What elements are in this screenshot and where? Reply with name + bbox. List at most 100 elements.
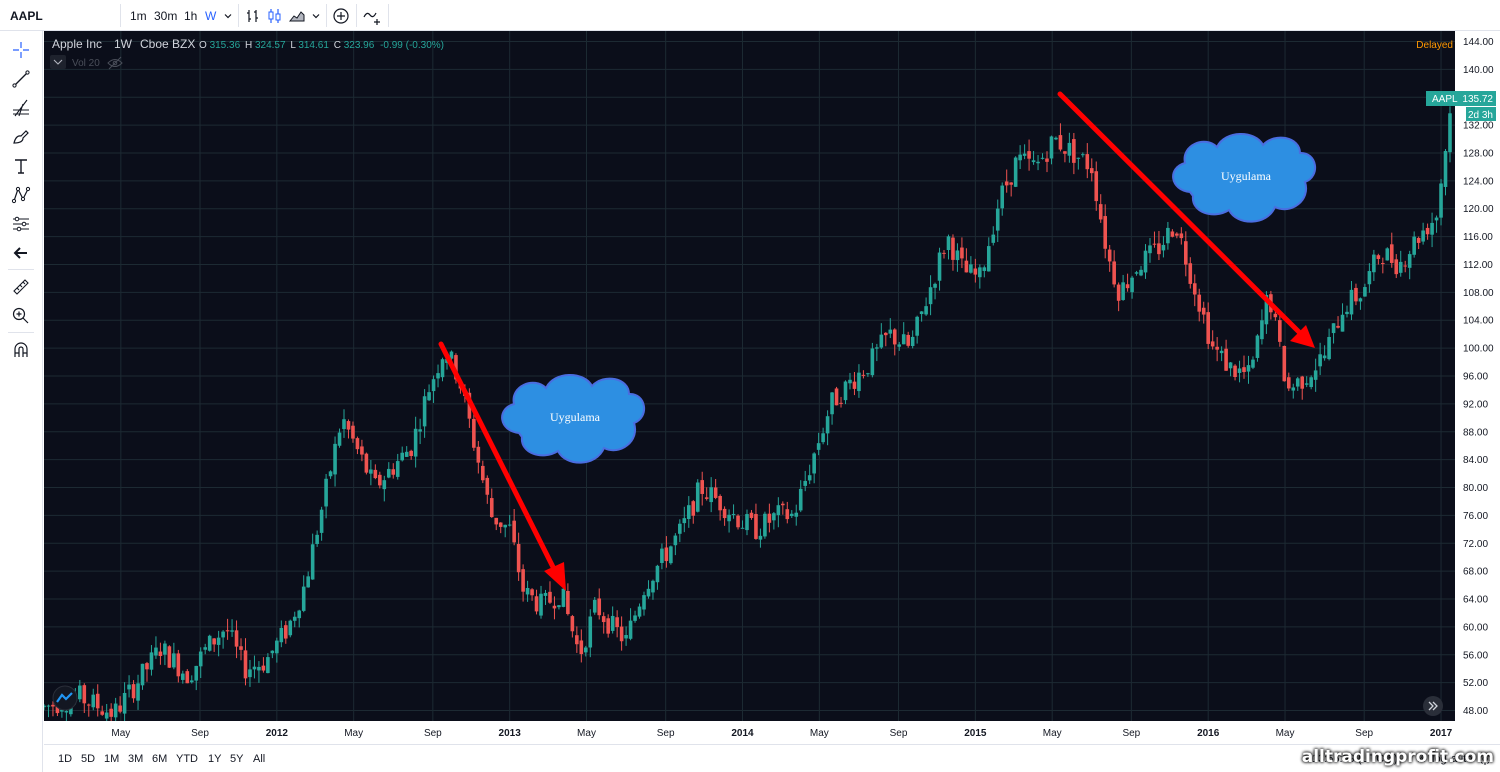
interval-label: 1m	[130, 8, 147, 23]
compare-button[interactable]	[362, 0, 384, 31]
candle	[100, 705, 105, 716]
chevron-down-icon	[53, 59, 63, 65]
candle	[221, 630, 225, 649]
candle	[610, 606, 615, 634]
range-3m[interactable]: 3M	[128, 753, 144, 765]
back-button[interactable]	[8, 240, 34, 266]
arrow-line	[1057, 91, 1303, 336]
measure-tool[interactable]	[8, 274, 34, 300]
time-tick-label: May	[1276, 728, 1295, 739]
candle	[566, 583, 570, 616]
clock[interactable]: 13:56:59 (UTC-5)	[1312, 753, 1398, 765]
candle	[1036, 155, 1040, 171]
candle	[1058, 123, 1063, 152]
candle	[628, 608, 633, 641]
cloud-callout-1[interactable]: Uygulama	[501, 374, 645, 464]
tradingview-logo-button[interactable]	[52, 685, 78, 711]
interval-1h[interactable]: 1h	[184, 0, 197, 31]
candle	[969, 256, 973, 274]
crosshair-tool[interactable]	[8, 37, 34, 63]
symbol-search[interactable]: AAPL	[10, 0, 110, 31]
range-5y[interactable]: 5Y	[230, 753, 244, 765]
pattern-tool[interactable]	[8, 182, 34, 208]
candle	[740, 520, 745, 529]
candle	[400, 446, 405, 462]
candle	[736, 514, 740, 530]
range-5d[interactable]: 5D	[81, 753, 96, 765]
candle	[310, 533, 315, 580]
trend-line-tool[interactable]	[8, 66, 34, 92]
interval-1m[interactable]: 1m	[130, 0, 147, 31]
candle	[664, 536, 669, 568]
candle	[140, 663, 145, 690]
candle	[646, 580, 651, 599]
candle	[597, 588, 602, 620]
candle	[167, 645, 172, 668]
candle	[919, 311, 924, 322]
bars-style-button[interactable]	[244, 0, 262, 31]
candle	[136, 674, 140, 710]
candle	[1421, 222, 1425, 245]
candle	[1300, 375, 1305, 400]
range-6m[interactable]: 6M	[152, 753, 168, 765]
range-all[interactable]: All	[253, 753, 266, 765]
brush-tool[interactable]	[8, 124, 34, 150]
double-chevron-right-icon	[1428, 701, 1438, 711]
candle	[1067, 132, 1072, 163]
candle	[1125, 273, 1130, 292]
area-style-button[interactable]	[288, 0, 306, 31]
candle	[772, 511, 776, 530]
range-1m[interactable]: 1M	[104, 753, 120, 765]
candle	[1103, 204, 1108, 259]
time-axis[interactable]: May Sep 2012 May Sep 2013 May Sep 2014 May Sep 2015…	[44, 721, 1500, 744]
range-ytd[interactable]: YTD	[176, 753, 198, 765]
candle	[1278, 314, 1282, 347]
candle	[481, 460, 485, 484]
downtrend-arrow-2[interactable]	[1057, 91, 1315, 348]
price-tick-label: 96.00	[1463, 372, 1488, 383]
downtrend-arrow-1[interactable]	[438, 341, 566, 591]
price-tick-label: 84.00	[1463, 455, 1488, 466]
cloud-shape	[501, 374, 645, 464]
indicators-button[interactable]	[332, 0, 350, 31]
candle	[978, 264, 982, 289]
candle	[413, 416, 418, 468]
scale-percent[interactable]: %	[1416, 753, 1426, 765]
cloud-callout-2[interactable]: Uygulama	[1172, 133, 1316, 223]
ruler-icon	[13, 279, 29, 295]
candle	[1049, 135, 1054, 165]
collapse-legend-button[interactable]	[50, 55, 66, 69]
scale-log[interactable]: log	[1432, 753, 1447, 765]
svg-text:Apple Inc 1W C: Apple Inc 1W Cboe BZX	[52, 37, 195, 51]
candle	[364, 452, 369, 475]
candle	[189, 675, 194, 684]
candles-style-button[interactable]	[266, 0, 284, 31]
candle	[516, 532, 521, 581]
candle	[1407, 250, 1412, 280]
candle	[1318, 342, 1322, 376]
price-axis[interactable]: 48.00 52.00 56.00 60.00 64.00 68.00 72.00 76.00…	[1455, 31, 1500, 744]
candle	[879, 323, 884, 350]
interval-w[interactable]: W	[205, 0, 216, 31]
zoom-tool[interactable]	[8, 303, 34, 329]
candle	[1376, 253, 1381, 265]
scale-auto[interactable]: auto	[1451, 753, 1473, 765]
magnet-tool[interactable]	[8, 337, 34, 363]
scroll-to-realtime-button[interactable]	[1423, 696, 1443, 716]
svg-text:O 315.36 H: O 315.36 H 324.57 L 314.61 C 323.96 -0.9…	[199, 40, 444, 51]
text-tool[interactable]	[8, 153, 34, 179]
style-dropdown[interactable]	[310, 0, 322, 31]
candle	[243, 638, 248, 686]
candle	[198, 647, 203, 679]
text-icon	[15, 159, 27, 174]
interval-dropdown[interactable]	[222, 0, 234, 31]
interval-30m[interactable]: 30m	[154, 0, 177, 31]
settings-button[interactable]	[1478, 745, 1492, 772]
prediction-tool[interactable]	[8, 211, 34, 237]
logo-icon	[56, 692, 73, 703]
range-1d[interactable]: 1D	[58, 753, 73, 765]
range-1y[interactable]: 1Y	[208, 753, 222, 765]
eye-off-icon[interactable]	[107, 56, 123, 70]
chart-area[interactable]: 48.00 52.00 56.00 60.00 64.00 68.00 72.00 76.00…	[44, 31, 1500, 744]
fib-tool[interactable]	[8, 95, 34, 121]
